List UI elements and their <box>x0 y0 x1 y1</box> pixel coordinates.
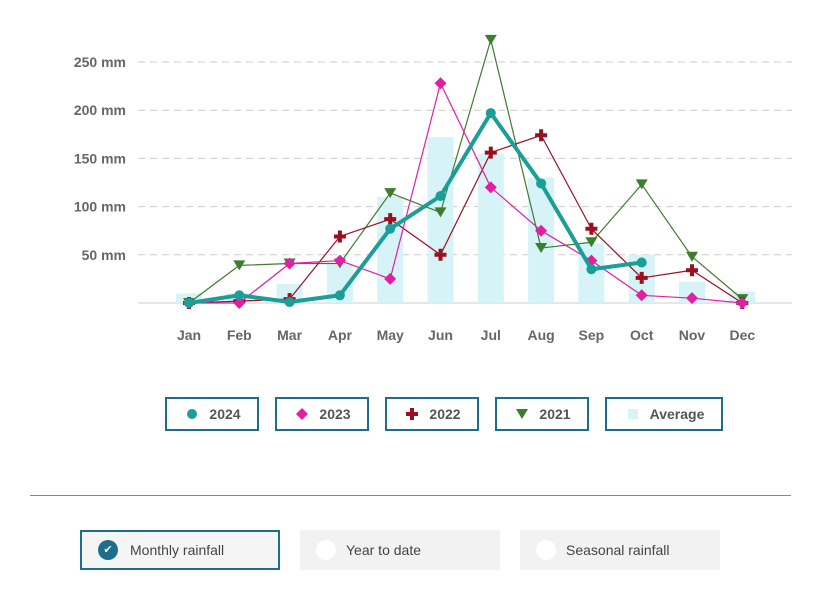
legend-item-2024[interactable]: 2024 <box>165 397 259 431</box>
point-2021 <box>686 251 698 262</box>
square-marker-icon <box>624 407 642 421</box>
point-2023 <box>283 257 296 270</box>
series-line-2024 <box>188 111 642 305</box>
point-2022 <box>384 213 397 226</box>
point-2022 <box>635 271 648 284</box>
y-tick-label: 250 mm <box>74 54 126 70</box>
legend-label-average: Average <box>649 406 705 422</box>
point-2024 <box>485 108 496 119</box>
legend-label-2021: 2021 <box>539 406 571 422</box>
point-2023 <box>434 77 447 90</box>
y-tick-label: 50 mm <box>82 247 126 263</box>
point-2024 <box>586 264 597 275</box>
rainfall-chart: 50 mm 100 mm 150 mm 200 mm 250 mm Jan Feb Mar Ap… <box>74 34 792 343</box>
point-2022 <box>585 222 598 235</box>
y-tick-label: 200 mm <box>74 102 126 118</box>
point-2023 <box>686 292 698 305</box>
x-tick-label: Nov <box>679 327 706 343</box>
average-bar <box>427 137 454 303</box>
point-2022 <box>484 146 497 159</box>
triangle-down-marker-icon <box>513 407 531 421</box>
x-tick-label: Sep <box>579 327 605 343</box>
x-tick-label: Jan <box>177 327 201 343</box>
series-line-2021 <box>188 39 743 304</box>
x-tick-label: Aug <box>527 327 554 343</box>
x-tick-label: Dec <box>729 327 755 343</box>
point-2024 <box>536 178 547 189</box>
point-2023 <box>535 224 548 237</box>
legend-label-2022: 2022 <box>429 406 461 422</box>
series-line-2023 <box>189 82 743 304</box>
seasonal-rainfall-option[interactable]: Seasonal rainfall <box>520 530 720 570</box>
x-tick-label: May <box>377 327 404 343</box>
x-tick-label: Jul <box>481 327 501 343</box>
plus-marker-icon <box>403 407 421 421</box>
point-2024 <box>184 298 194 308</box>
radio-circle-icon <box>536 540 556 560</box>
point-2024 <box>435 190 446 201</box>
x-tick-label: Jun <box>428 327 453 343</box>
point-2021 <box>535 243 548 254</box>
monthly-rainfall-label: Monthly rainfall <box>130 542 225 558</box>
average-bar <box>477 153 504 303</box>
point-2024 <box>284 297 295 308</box>
year-to-date-label: Year to date <box>346 542 421 558</box>
seasonal-rainfall-label: Seasonal rainfall <box>566 542 670 558</box>
point-2023 <box>484 181 497 194</box>
section-divider <box>30 495 791 496</box>
legend-item-2023[interactable]: 2023 <box>275 397 369 431</box>
point-2023 <box>384 272 397 285</box>
x-tick-label: Feb <box>227 327 252 343</box>
legend-item-2021[interactable]: 2021 <box>495 397 589 431</box>
point-2023 <box>635 289 648 302</box>
circle-marker-icon <box>183 407 201 421</box>
point-2022 <box>535 129 548 142</box>
average-bar <box>377 196 404 303</box>
chart-legend: 2024 2023 2022 2021 Average <box>165 397 723 431</box>
y-tick-label: 150 mm <box>74 150 126 166</box>
x-tick-label: Apr <box>328 327 353 343</box>
point-2022 <box>686 264 698 277</box>
point-2022 <box>333 230 346 243</box>
point-2022 <box>434 248 447 261</box>
point-2023 <box>736 297 749 309</box>
point-2021 <box>635 179 648 190</box>
point-2021 <box>484 34 497 45</box>
point-2021 <box>585 237 598 248</box>
point-2024 <box>334 290 345 301</box>
radio-circle-icon <box>316 540 336 560</box>
point-2024 <box>234 290 245 301</box>
point-2023 <box>333 254 346 267</box>
y-tick-label: 100 mm <box>74 199 126 215</box>
x-tick-label: Mar <box>277 327 302 343</box>
year-to-date-option[interactable]: Year to date <box>300 530 500 570</box>
legend-label-2023: 2023 <box>319 406 351 422</box>
point-2024 <box>636 257 647 268</box>
monthly-rainfall-option[interactable]: ✔ Monthly rainfall <box>80 530 280 570</box>
point-2024 <box>385 223 396 234</box>
diamond-marker-icon <box>293 407 311 421</box>
point-2021 <box>384 188 397 199</box>
point-2021 <box>434 207 447 218</box>
point-2021 <box>233 260 246 271</box>
checkmark-icon: ✔ <box>98 540 118 560</box>
legend-item-average[interactable]: Average <box>605 397 723 431</box>
point-2023 <box>233 297 246 309</box>
legend-item-2022[interactable]: 2022 <box>385 397 479 431</box>
legend-label-2024: 2024 <box>209 406 241 422</box>
x-tick-label: Oct <box>630 327 654 343</box>
